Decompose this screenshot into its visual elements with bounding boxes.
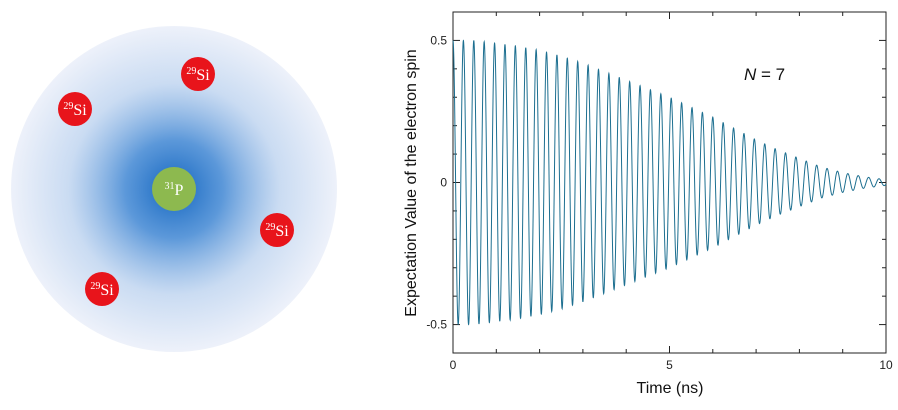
neighbor-si29-lower-left: 29Si — [85, 272, 119, 306]
nucleus-circle — [152, 167, 196, 211]
neighbor-element: Si — [73, 102, 87, 119]
x-tick-label: 5 — [666, 358, 673, 372]
x-axis-label: Time (ns) — [637, 380, 704, 397]
y-tick-label: -0.5 — [426, 318, 447, 332]
neighbor-element: Si — [100, 282, 114, 299]
y-tick-label: 0.5 — [430, 33, 447, 47]
nucleus-element: P — [175, 182, 184, 199]
neighbor-sup: 29 — [90, 281, 100, 292]
nucleus-p31: 31P — [152, 167, 196, 211]
y-axis-label: Expectation Value of the electron spin — [403, 49, 420, 316]
neighbor-circle — [181, 57, 215, 91]
x-tick-label: 0 — [450, 358, 457, 372]
neighbor-sup: 29 — [265, 222, 275, 233]
neighbor-label: 29Si — [265, 222, 289, 240]
neighbor-circle — [260, 213, 294, 247]
neighbor-si29-top: 29Si — [181, 57, 215, 91]
neighbor-element: Si — [196, 67, 210, 84]
x-tick-label: 10 — [879, 358, 893, 372]
spin-signal-line — [452, 39, 887, 326]
neighbor-circle — [85, 272, 119, 306]
nucleus-label: 31P — [165, 181, 184, 199]
donor-diagram: 31P 29Si 29Si 29Si 29Si — [11, 26, 337, 352]
neighbor-circle — [58, 92, 92, 126]
neighbor-sup: 29 — [63, 101, 73, 112]
axis-ticks: 0 5 10 -0.5 0 0.5 — [426, 11, 893, 372]
neighbor-label: 29Si — [186, 66, 210, 84]
neighbor-label: 29Si — [63, 101, 87, 119]
neighbor-sup: 29 — [186, 66, 196, 77]
neighbor-element: Si — [275, 223, 289, 240]
n-annotation: N = 7 — [744, 65, 785, 84]
neighbor-label: 29Si — [90, 281, 114, 299]
neighbor-si29-right: 29Si — [260, 213, 294, 247]
spin-chart: 0 5 10 -0.5 0 0.5 N = 7 Time (ns) Expectation… — [403, 11, 893, 397]
nucleus-sup: 31 — [165, 181, 175, 192]
n-annotation-var: N — [744, 65, 757, 84]
neighbor-si29-upper-left: 29Si — [58, 92, 92, 126]
n-annotation-value: = 7 — [756, 65, 785, 84]
y-tick-label: 0 — [440, 176, 447, 190]
